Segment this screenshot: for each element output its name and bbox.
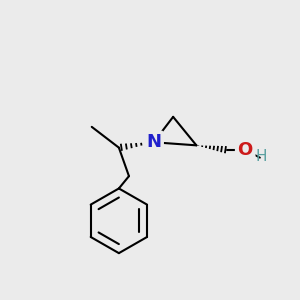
Text: N: N [146, 133, 161, 151]
Text: H: H [256, 149, 267, 164]
Text: O: O [238, 141, 253, 159]
